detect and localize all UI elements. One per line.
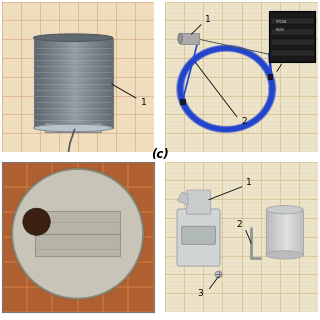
Bar <box>269 11 315 62</box>
Bar <box>294 210 297 255</box>
Bar <box>288 210 291 255</box>
Bar <box>57 38 61 128</box>
Bar <box>34 38 37 128</box>
Text: (c): (c) <box>151 148 169 161</box>
Ellipse shape <box>34 124 113 132</box>
Bar <box>73 38 77 128</box>
Bar <box>53 38 57 128</box>
Bar <box>34 38 113 128</box>
FancyBboxPatch shape <box>177 209 220 266</box>
Bar <box>276 210 278 255</box>
Bar <box>180 33 199 44</box>
Bar <box>271 18 314 24</box>
Text: 2: 2 <box>242 117 247 126</box>
Bar <box>65 38 69 128</box>
Text: 1: 1 <box>205 15 211 24</box>
Bar <box>35 211 120 256</box>
Bar <box>105 38 108 128</box>
Text: ЭРЛСКА: ЭРЛСКА <box>276 20 286 24</box>
Bar <box>93 38 97 128</box>
Bar <box>284 210 288 255</box>
Circle shape <box>23 208 50 235</box>
Bar <box>271 39 314 45</box>
Bar <box>180 99 185 104</box>
Text: 1: 1 <box>246 178 252 187</box>
Bar <box>300 210 303 255</box>
Bar <box>41 38 45 128</box>
Bar <box>97 38 101 128</box>
Bar <box>69 38 73 128</box>
Bar <box>101 38 105 128</box>
Bar <box>272 210 276 255</box>
Ellipse shape <box>266 205 303 214</box>
Circle shape <box>215 271 222 278</box>
Polygon shape <box>177 192 188 205</box>
Bar <box>81 38 85 128</box>
Bar <box>77 38 81 128</box>
FancyBboxPatch shape <box>182 226 215 244</box>
Bar <box>45 124 101 132</box>
Bar <box>268 74 272 78</box>
Bar <box>37 38 41 128</box>
Bar <box>49 38 53 128</box>
Bar <box>269 210 272 255</box>
Circle shape <box>12 169 143 299</box>
Text: 3: 3 <box>197 290 203 299</box>
Ellipse shape <box>266 251 303 259</box>
Bar <box>108 38 113 128</box>
Bar <box>266 210 303 255</box>
Bar <box>85 38 89 128</box>
Bar <box>271 29 314 35</box>
Ellipse shape <box>34 34 113 42</box>
Bar <box>266 210 269 255</box>
Bar <box>61 38 65 128</box>
Bar <box>89 38 93 128</box>
Bar <box>45 38 49 128</box>
Text: КО255: КО255 <box>276 28 284 32</box>
Text: 1: 1 <box>141 98 147 107</box>
FancyBboxPatch shape <box>187 190 211 214</box>
Ellipse shape <box>178 33 182 44</box>
Bar <box>297 210 300 255</box>
Text: 2: 2 <box>236 220 242 229</box>
Bar <box>271 50 314 56</box>
Bar <box>282 210 284 255</box>
Bar <box>278 210 282 255</box>
Bar <box>291 210 294 255</box>
